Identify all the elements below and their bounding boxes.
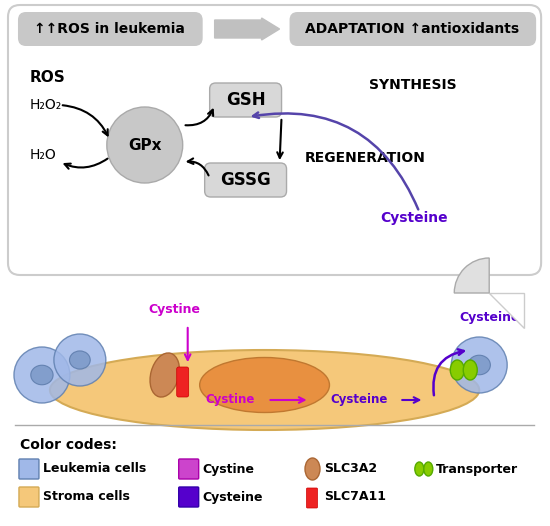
FancyBboxPatch shape — [289, 12, 536, 46]
Text: ADAPTATION ↑antioxidants: ADAPTATION ↑antioxidants — [305, 22, 519, 36]
FancyBboxPatch shape — [19, 459, 39, 479]
Polygon shape — [489, 293, 524, 328]
FancyBboxPatch shape — [179, 459, 199, 479]
Ellipse shape — [200, 358, 329, 412]
Text: ↑↑ROS in leukemia: ↑↑ROS in leukemia — [35, 22, 185, 36]
Text: SLC3A2: SLC3A2 — [324, 462, 378, 476]
Text: SLC7A11: SLC7A11 — [324, 491, 387, 503]
Ellipse shape — [424, 462, 433, 476]
Text: Cystine: Cystine — [148, 304, 201, 317]
Ellipse shape — [415, 462, 424, 476]
Text: H₂O₂: H₂O₂ — [30, 98, 62, 112]
Ellipse shape — [463, 360, 477, 380]
Text: GPx: GPx — [128, 137, 162, 153]
Circle shape — [54, 334, 106, 386]
Ellipse shape — [468, 355, 491, 375]
FancyBboxPatch shape — [19, 487, 39, 507]
Ellipse shape — [31, 365, 53, 385]
FancyArrow shape — [214, 18, 279, 40]
FancyBboxPatch shape — [8, 5, 541, 275]
FancyBboxPatch shape — [205, 163, 287, 197]
Ellipse shape — [150, 353, 179, 397]
Text: Leukemia cells: Leukemia cells — [43, 462, 146, 476]
Text: Transporter: Transporter — [436, 462, 519, 476]
Circle shape — [14, 347, 70, 403]
Text: SYNTHESIS: SYNTHESIS — [370, 78, 457, 92]
Text: Stroma cells: Stroma cells — [43, 491, 130, 503]
FancyBboxPatch shape — [306, 488, 317, 508]
Text: GSH: GSH — [226, 91, 266, 109]
Ellipse shape — [50, 350, 479, 430]
FancyBboxPatch shape — [18, 12, 202, 46]
Wedge shape — [454, 258, 489, 293]
Ellipse shape — [450, 360, 464, 380]
Ellipse shape — [305, 458, 320, 480]
Ellipse shape — [69, 351, 90, 369]
Text: H₂O: H₂O — [30, 148, 57, 162]
Text: Color codes:: Color codes: — [20, 438, 117, 452]
Text: Cystine: Cystine — [202, 462, 255, 476]
Circle shape — [451, 337, 507, 393]
Text: Cysteine: Cysteine — [381, 211, 448, 225]
Text: GSSG: GSSG — [220, 171, 271, 189]
Text: REGENERATION: REGENERATION — [305, 151, 425, 165]
Text: Cystine: Cystine — [205, 393, 254, 407]
FancyBboxPatch shape — [179, 487, 199, 507]
FancyBboxPatch shape — [177, 367, 189, 397]
Text: Cysteine: Cysteine — [459, 311, 519, 325]
Text: Cysteine: Cysteine — [331, 393, 388, 407]
Text: ROS: ROS — [30, 70, 65, 85]
Circle shape — [107, 107, 183, 183]
FancyBboxPatch shape — [210, 83, 282, 117]
Text: Cysteine: Cysteine — [202, 491, 263, 503]
